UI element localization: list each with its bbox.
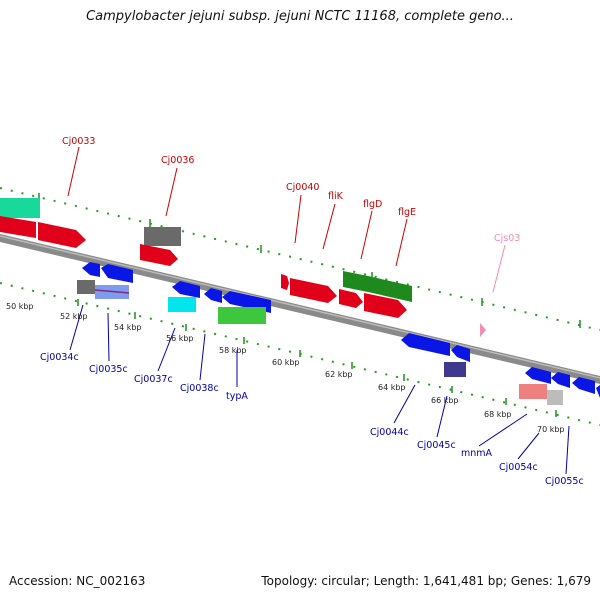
gene-cj0034c-b [101, 264, 133, 283]
label-flge: flgE [398, 207, 416, 218]
label-cj0033: Cj0033 [62, 136, 95, 147]
gene-red-left [0, 216, 36, 238]
label-cj0036: Cj0036 [161, 155, 194, 166]
label-cjs03: Cjs03 [494, 233, 520, 244]
gene-cj0036 [140, 244, 178, 266]
gene-cj0032 [0, 198, 40, 218]
scale-label: 68 kbp [484, 410, 512, 419]
gene-cj0044c [401, 333, 450, 356]
scale-label: 60 kbp [272, 358, 300, 367]
label-cj0034c: Cj0034c [40, 352, 79, 363]
label-cj0035c: Cj0035c [89, 364, 128, 375]
gene-flik [339, 289, 363, 308]
scale-label: 56 kbp [166, 334, 194, 343]
forward-gene-labels[interactable]: Cj0033 Cj0036 Cj0040 fliK flgD flgE Cjs0… [62, 136, 520, 293]
label-cj0054c: Cj0054c [499, 462, 538, 473]
gene-cj0054c-blue [551, 372, 570, 388]
lower-major-ticks [77, 299, 557, 417]
gene-typa [218, 307, 266, 324]
gene-flgd [343, 271, 368, 292]
gene-blue-edge [596, 385, 600, 398]
label-cj0055c: Cj0055c [545, 476, 584, 487]
gene-cj0037c [168, 297, 196, 312]
scale-labels: 50 kbp 52 kbp 54 kbp 56 kbp 58 kbp 60 kb… [6, 302, 565, 434]
label-cj0044c: Cj0044c [370, 427, 409, 438]
scale-label: 52 kbp [60, 312, 88, 321]
scale-label: 50 kbp [6, 302, 34, 311]
gene-cj0040 [290, 278, 337, 303]
genome-backbone-highlight [0, 235, 600, 379]
label-cj0045c: Cj0045c [417, 440, 456, 451]
label-cj0037c: Cj0037c [134, 374, 173, 385]
label-flik: fliK [328, 191, 344, 202]
scale-label: 66 kbp [431, 396, 459, 405]
reverse-gene-labels[interactable]: Cj0034c Cj0035c Cj0037c Cj0038c typA Cj0… [40, 304, 584, 487]
gene-mnma-blue [525, 367, 551, 384]
gene-red-flge [364, 293, 407, 318]
gene-cj0045c [444, 362, 466, 377]
scale-label: 70 kbp [537, 425, 565, 434]
gene-cj0045c-blue [451, 345, 470, 362]
gene-mnma [519, 384, 547, 399]
gene-flge [368, 276, 412, 302]
label-cj0040: Cj0040 [286, 182, 319, 193]
scale-label: 54 kbp [114, 323, 142, 332]
scale-label: 58 kbp [219, 346, 247, 355]
scale-label: 62 kbp [325, 370, 353, 379]
genome-backbone [0, 234, 600, 384]
label-cj0038c: Cj0038c [180, 383, 219, 394]
reverse-genes[interactable] [77, 262, 600, 405]
scale-label: 64 kbp [378, 383, 406, 392]
ncrna-cjs03 [480, 323, 486, 337]
gene-cj0055c-blue [572, 377, 595, 394]
gene-cj0035c-gray [77, 280, 95, 294]
label-flgd: flgD [363, 199, 382, 210]
upper-track-guide [0, 187, 600, 331]
gene-cj0038c [204, 288, 222, 303]
accession-label: Accession: NC_002163 [9, 574, 146, 588]
genome-summary: Topology: circular; Length: 1,641,481 bp… [261, 574, 591, 588]
gene-cj0054c [547, 390, 563, 405]
gene-cj0033 [38, 222, 86, 248]
gene-small-red [281, 274, 289, 290]
map-title: Campylobacter jejuni subsp. jejuni NCTC … [86, 9, 514, 24]
forward-genes[interactable] [0, 198, 486, 337]
gene-cj0034c [82, 262, 100, 277]
label-mnma: mnmA [461, 448, 493, 459]
gene-gray [144, 227, 181, 246]
gene-cj0037c-a [172, 281, 200, 298]
label-typa: typA [226, 391, 248, 402]
